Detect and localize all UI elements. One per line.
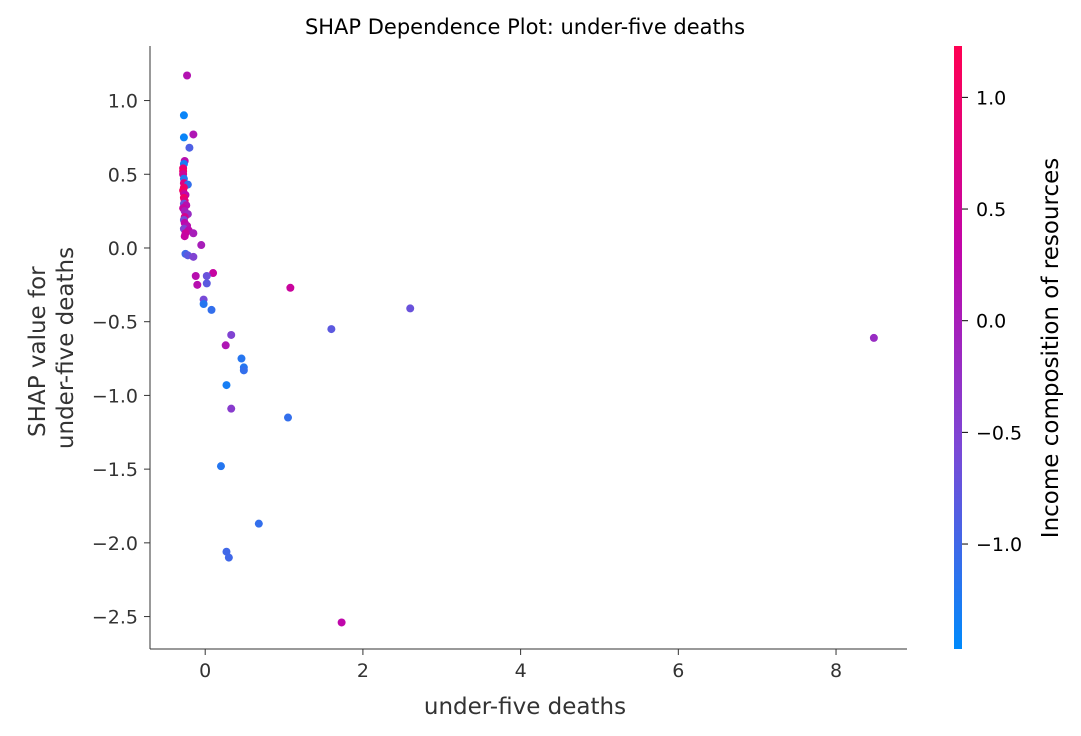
scatter-point [202, 279, 211, 288]
scatter-point [327, 325, 336, 334]
y-tick-label: 0.5 [108, 164, 138, 186]
scatter-point [869, 333, 878, 342]
scatter-point [185, 143, 194, 152]
y-tick-label: 1.0 [108, 91, 138, 113]
scatter-point [191, 271, 200, 280]
scatter-point [202, 271, 211, 280]
scatter-point [183, 71, 192, 80]
y-tick-label: 0.0 [108, 238, 138, 260]
scatter-points [179, 71, 878, 627]
scatter-point [189, 130, 198, 139]
scatter-point [237, 354, 246, 363]
y-ticks: 1.0 0.5 0.0 −0.5 −1.0 −1.5 −2.0 −2.5 [92, 91, 150, 629]
colorbar-tick-label: 0.5 [976, 199, 1006, 221]
y-axis-label-line-1: SHAP value for [25, 266, 51, 437]
colorbar-label: Income composition of resources [1038, 158, 1064, 538]
colorbar-tick-label: 0.0 [976, 311, 1006, 333]
y-tick-label: −2.5 [92, 607, 138, 629]
scatter-point [239, 366, 248, 375]
scatter-point [189, 229, 198, 238]
scatter-point [227, 330, 236, 339]
scatter-point [283, 413, 292, 422]
scatter-point [193, 280, 202, 289]
x-axis-label: under-five deaths [424, 694, 626, 720]
y-tick-label: −1.5 [92, 459, 138, 481]
scatter-point [209, 269, 218, 278]
scatter-point [224, 553, 233, 562]
scatter-point [197, 241, 206, 250]
scatter-point [180, 232, 189, 241]
scatter-point [222, 381, 231, 390]
colorbar-tick-label: −0.5 [976, 422, 1022, 444]
scatter-point [207, 305, 216, 314]
scatter-point [286, 283, 295, 292]
scatter-point [199, 300, 208, 309]
scatter-point [227, 404, 236, 413]
scatter-point [221, 341, 230, 350]
x-tick-label: 2 [357, 660, 369, 682]
y-tick-label: −1.0 [92, 385, 138, 407]
scatter-point [254, 519, 263, 528]
colorbar-ticks: 1.0 0.5 0.0 −0.5 −1.0 [962, 87, 1022, 556]
y-tick-label: −0.5 [92, 312, 138, 334]
x-tick-label: 0 [199, 660, 211, 682]
plot-axes [149, 46, 907, 650]
x-tick-label: 8 [830, 660, 842, 682]
colorbar: 1.0 0.5 0.0 −0.5 −1.0 [954, 46, 1022, 649]
scatter-point [406, 304, 415, 313]
scatter-point [179, 133, 188, 142]
colorbar-tick-label: 1.0 [976, 87, 1006, 109]
x-tick-label: 4 [515, 660, 527, 682]
x-ticks: 0 2 4 6 8 [199, 649, 842, 682]
chart-title: SHAP Dependence Plot: under-five deaths [305, 15, 745, 39]
scatter-point [179, 111, 188, 120]
scatter-point [216, 462, 225, 471]
scatter-point [189, 252, 198, 261]
colorbar-gradient [954, 46, 962, 649]
colorbar-tick-label: −1.0 [976, 534, 1022, 556]
y-tick-label: −2.0 [92, 533, 138, 555]
y-axis-label: SHAP value for under-five deaths [25, 247, 79, 449]
scatter-point [337, 618, 346, 627]
x-tick-label: 6 [672, 660, 684, 682]
y-axis-label-line-2: under-five deaths [53, 247, 79, 449]
